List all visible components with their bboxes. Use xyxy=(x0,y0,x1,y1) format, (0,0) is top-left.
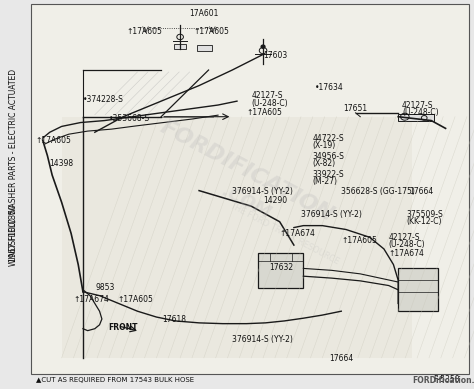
Text: 42127-S: 42127-S xyxy=(402,100,433,110)
Text: 17664: 17664 xyxy=(329,354,354,363)
Bar xyxy=(398,114,434,121)
Text: (KK-12-C): (KK-12-C) xyxy=(407,217,442,226)
Text: 14290: 14290 xyxy=(263,196,287,205)
Text: FORDIFICATION: FORDIFICATION xyxy=(156,117,337,226)
Text: (M-27): (M-27) xyxy=(313,177,338,186)
Bar xyxy=(258,253,303,288)
Text: ↑17A605: ↑17A605 xyxy=(193,26,229,36)
Text: •17634: •17634 xyxy=(315,83,344,92)
Text: 33922-S: 33922-S xyxy=(313,170,345,179)
Text: FRONT: FRONT xyxy=(109,323,138,332)
Text: FORDification.com: FORDification.com xyxy=(412,376,474,385)
Text: 14398: 14398 xyxy=(50,159,73,168)
Text: •353668-S: •353668-S xyxy=(109,114,150,123)
Text: 17664: 17664 xyxy=(409,187,433,196)
Text: 376914-S (YY-2): 376914-S (YY-2) xyxy=(301,210,362,219)
Text: 17A601: 17A601 xyxy=(189,9,219,18)
Text: (U-248-C): (U-248-C) xyxy=(402,107,438,117)
Text: 17632: 17632 xyxy=(270,263,293,272)
Text: ↑17A674: ↑17A674 xyxy=(73,295,109,304)
Text: 376914-S (YY-2): 376914-S (YY-2) xyxy=(232,335,293,344)
Text: ↑17A605: ↑17A605 xyxy=(118,295,154,304)
Text: (U-248-C): (U-248-C) xyxy=(251,98,288,108)
Text: •374228-S: •374228-S xyxy=(83,95,124,104)
Circle shape xyxy=(261,45,265,48)
Text: 34956-S: 34956-S xyxy=(313,152,345,161)
Text: ↑17A605: ↑17A605 xyxy=(246,108,283,117)
Text: 356628-S (GG-175): 356628-S (GG-175) xyxy=(341,187,415,196)
Text: 9853: 9853 xyxy=(96,283,115,293)
Text: 376914-S (YY-2): 376914-S (YY-2) xyxy=(232,187,293,196)
Bar xyxy=(62,117,412,358)
Text: ↑17A605: ↑17A605 xyxy=(36,135,72,145)
Text: 1967 F100/350: 1967 F100/350 xyxy=(9,205,18,262)
Text: 375509-S: 375509-S xyxy=(407,210,444,219)
Bar xyxy=(398,268,438,311)
Bar xyxy=(197,45,212,51)
Text: 17618: 17618 xyxy=(163,315,186,324)
Text: WINDSHIELD WASHER PARTS - ELECTRIC ACTUATED: WINDSHIELD WASHER PARTS - ELECTRIC ACTUA… xyxy=(9,69,18,266)
Text: 42127-S: 42127-S xyxy=(251,91,283,100)
Bar xyxy=(174,44,186,49)
Text: 42127-S: 42127-S xyxy=(389,233,420,242)
Text: (X-82): (X-82) xyxy=(313,159,336,168)
Text: (U-248-C): (U-248-C) xyxy=(389,240,425,249)
Text: THE FORD TRUCK RESOURCE: THE FORD TRUCK RESOURCE xyxy=(228,201,341,266)
Text: ↑17A674: ↑17A674 xyxy=(389,249,425,258)
Text: ↑17A674: ↑17A674 xyxy=(280,229,316,238)
Text: ▲CUT AS REQUIRED FROM 17543 BULK HOSE: ▲CUT AS REQUIRED FROM 17543 BULK HOSE xyxy=(36,377,194,384)
Text: 44722-S: 44722-S xyxy=(313,134,345,143)
Text: F-5350: F-5350 xyxy=(433,375,460,384)
Text: 17651: 17651 xyxy=(344,104,367,114)
Text: ↑17A605: ↑17A605 xyxy=(127,26,163,36)
Text: (X-19): (X-19) xyxy=(313,141,336,150)
Text: .COM: .COM xyxy=(219,182,274,223)
Text: ↑17A605: ↑17A605 xyxy=(341,236,377,245)
Text: 17603: 17603 xyxy=(263,51,287,60)
